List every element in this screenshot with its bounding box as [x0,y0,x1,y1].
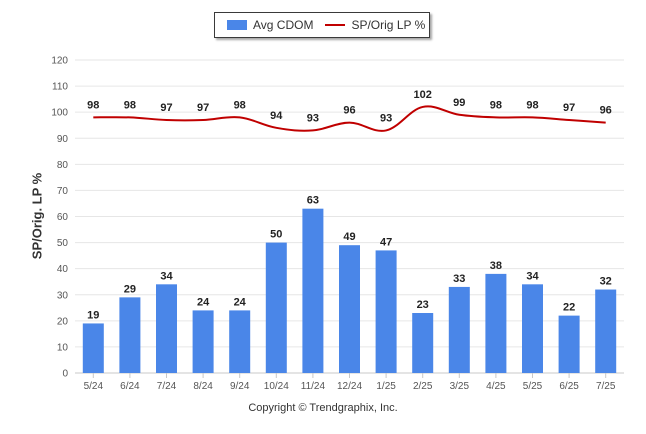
bar-avg-cdom [412,313,433,373]
bar-value-label: 38 [490,260,502,272]
bar-avg-cdom [449,287,470,373]
y-tick-label: 30 [57,290,69,301]
line-value-label: 99 [453,97,465,109]
bar-value-label: 32 [600,276,612,288]
line-value-label: 96 [600,105,612,117]
x-tick-label: 4/25 [486,381,506,392]
copyright-text: Copyright © Trendgraphix, Inc. [0,402,646,414]
line-value-label: 98 [234,99,246,111]
bar-avg-cdom [83,323,104,373]
x-tick-label: 6/25 [559,381,579,392]
bar-avg-cdom [302,209,323,373]
bar-value-label: 33 [453,273,465,285]
bar-avg-cdom [485,274,506,373]
bar-value-label: 19 [87,309,99,321]
y-tick-label: 0 [62,369,68,380]
y-tick-label: 20 [57,316,69,327]
bar-avg-cdom [595,290,616,373]
y-tick-label: 50 [57,238,69,249]
x-tick-label: 3/25 [450,381,470,392]
x-tick-label: 11/24 [301,381,326,392]
line-value-label: 97 [160,102,172,114]
bar-value-label: 63 [307,195,319,207]
y-tick-label: 110 [52,82,68,93]
chart-canvas: 0 10 20 30 40 50 60 70 80 90 100 110 120 19 5/24 29 6/24… [0,0,646,434]
bar-value-label: 24 [197,296,210,308]
y-tick-label: 90 [57,134,69,145]
line-value-label: 97 [563,102,575,114]
bar-avg-cdom [119,297,140,373]
x-tick-label: 5/24 [84,381,104,392]
bar-value-label: 47 [380,236,392,248]
line-value-label: 98 [490,99,502,111]
bar-avg-cdom [559,316,580,373]
bar-value-label: 50 [270,229,282,241]
x-tick-label: 6/24 [120,381,140,392]
bar-avg-cdom [193,310,214,373]
line-value-label: 98 [526,99,538,111]
bar-value-label: 23 [417,299,429,311]
bar-avg-cdom [266,243,287,373]
y-tick-label: 120 [51,56,68,67]
x-tick-label: 8/24 [193,381,213,392]
bar-value-label: 34 [526,270,539,282]
bar-value-label: 24 [234,296,247,308]
bar-value-label: 29 [124,283,136,295]
bar-avg-cdom [229,310,250,373]
x-tick-label: 5/25 [523,381,543,392]
x-tick-label: 10/24 [264,381,289,392]
y-tick-label: 60 [57,212,69,223]
line-value-label: 97 [197,102,209,114]
bar-avg-cdom [339,245,360,373]
bar-avg-cdom [156,284,177,373]
y-tick-label: 70 [57,186,69,197]
line-value-label: 93 [307,112,319,124]
line-value-label: 93 [380,112,392,124]
x-tick-label: 12/24 [337,381,362,392]
y-tick-label: 80 [57,160,69,171]
bar-value-label: 34 [160,270,173,282]
bar-avg-cdom [522,284,543,373]
y-tick-label: 100 [51,108,68,119]
bar-value-label: 22 [563,302,575,314]
line-value-label: 102 [414,89,432,101]
x-tick-label: 1/25 [376,381,396,392]
line-value-label: 98 [87,99,99,111]
line-value-label: 94 [270,110,283,122]
x-tick-label: 7/25 [596,381,616,392]
x-tick-label: 9/24 [230,381,250,392]
x-tick-label: 7/24 [157,381,177,392]
line-value-label: 96 [343,105,355,117]
bar-value-label: 49 [343,231,355,243]
y-tick-label: 40 [57,264,69,275]
bar-avg-cdom [376,250,397,373]
line-value-label: 98 [124,99,136,111]
x-tick-label: 2/25 [413,381,433,392]
y-tick-label: 10 [57,342,69,353]
